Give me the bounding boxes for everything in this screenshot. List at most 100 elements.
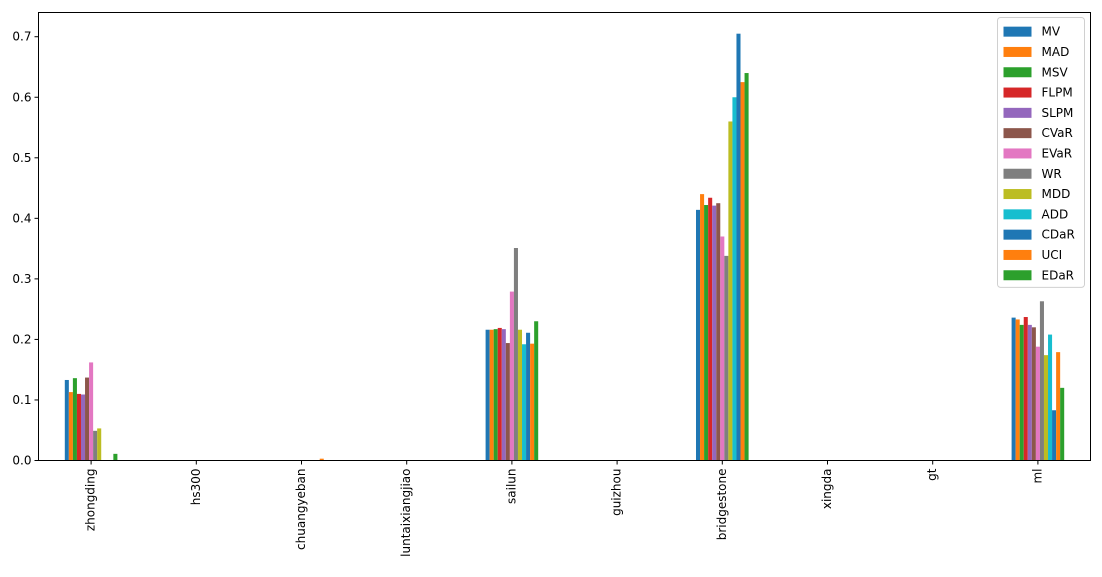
bar-msv-bridgestone (704, 205, 709, 461)
bar-uci-chuangyeban (319, 458, 324, 461)
y-tick-label: 0.1 (12, 393, 31, 407)
legend-label-flpm: FLPM (1042, 86, 1073, 100)
bar-mad-zhongding (68, 392, 73, 461)
x-tick-label-hs300: hs300 (189, 469, 203, 506)
bar-cdar-bridgestone (736, 33, 741, 461)
bar-wr-sailun (513, 248, 518, 461)
bar-mv-zhongding (64, 379, 69, 461)
bar-mv-bridgestone (696, 209, 701, 461)
bar-add-ml (1048, 334, 1053, 461)
legend-swatch-slpm (1003, 107, 1032, 118)
bar-wr-bridgestone (724, 255, 729, 461)
bar-mdd-ml (1043, 355, 1049, 461)
legend-label-add: ADD (1042, 207, 1069, 221)
x-tick-label-zhongding: zhongding (84, 469, 98, 532)
bar-msv-sailun (493, 329, 498, 461)
bar-edar-ml (1060, 387, 1065, 461)
legend-swatch-mdd (1003, 189, 1032, 200)
legend: MV MAD MSV FLPM SLPM CVaR EVaR WR MDD ADD CDaR UCI E… (997, 17, 1085, 288)
y-tick-label: 0.6 (12, 90, 31, 104)
legend-swatch-uci (1003, 249, 1032, 260)
bar-wr-ml (1039, 301, 1044, 461)
x-axis: zhongding hs300 chuangyeban luntaixiangjiao… (84, 460, 1044, 557)
bar-uci-bridgestone (740, 82, 745, 461)
legend-swatch-flpm (1003, 87, 1032, 98)
bar-flpm-zhongding (76, 393, 81, 461)
legend-swatch-edar (1003, 270, 1032, 281)
bar-msv-zhongding (72, 378, 77, 461)
legend-label-edar: EDaR (1042, 268, 1075, 282)
bar-msv-ml (1019, 324, 1024, 461)
bar-uci-ml (1056, 352, 1061, 461)
legend-label-wr: WR (1042, 167, 1062, 181)
x-tick-label-luntaixiangjiao: luntaixiangjiao (399, 469, 413, 557)
bar-uci-sailun (530, 343, 535, 461)
bar-flpm-bridgestone (708, 197, 713, 461)
legend-box (997, 17, 1085, 288)
bar-wr-zhongding (93, 430, 98, 461)
legend-label-cdar: CDaR (1042, 228, 1075, 242)
x-tick-label-guizhou: guizhou (610, 469, 624, 516)
legend-swatch-mv (1003, 26, 1032, 37)
bar-flpm-sailun (497, 327, 502, 461)
bar-slpm-bridgestone (712, 205, 717, 461)
bar-cvar-sailun (505, 343, 510, 461)
legend-swatch-mad (1003, 46, 1032, 57)
bar-mdd-zhongding (97, 428, 102, 461)
legend-swatch-wr (1003, 168, 1032, 179)
y-tick-label: 0.0 (12, 454, 31, 468)
bar-mv-sailun (485, 329, 490, 461)
x-tick-label-gt: gt (925, 468, 939, 481)
legend-label-slpm: SLPM (1042, 106, 1074, 120)
bar-edar-zhongding (113, 453, 118, 461)
legend-swatch-cdar (1003, 229, 1032, 240)
bar-slpm-zhongding (80, 394, 86, 461)
legend-swatch-evar (1003, 148, 1032, 159)
bar-cdar-sailun (526, 332, 531, 461)
legend-label-msv: MSV (1042, 65, 1069, 79)
y-tick-label: 0.5 (12, 151, 31, 165)
bar-cvar-zhongding (85, 377, 90, 461)
y-axis: 0.0 0.1 0.2 0.3 0.4 0.5 0.6 0.7 (12, 30, 39, 468)
bar-cdar-ml (1052, 410, 1057, 461)
bar-mdd-sailun (517, 329, 523, 461)
bar-evar-bridgestone (720, 236, 725, 461)
bar-add-bridgestone (732, 97, 737, 461)
bar-slpm-sailun (501, 329, 506, 461)
legend-swatch-add (1003, 209, 1032, 220)
bar-cvar-ml (1031, 327, 1036, 461)
y-tick-label: 0.7 (12, 30, 31, 44)
bar-mdd-bridgestone (728, 121, 733, 461)
bar-cvar-bridgestone (716, 203, 721, 461)
bar-edar-sailun (534, 321, 539, 461)
legend-label-mdd: MDD (1042, 187, 1071, 201)
y-tick-label: 0.4 (12, 211, 31, 225)
y-tick-label: 0.3 (12, 272, 31, 286)
bar-mad-ml (1015, 319, 1020, 461)
bar-mad-sailun (489, 329, 494, 461)
bar-evar-ml (1035, 346, 1040, 461)
bar-edar-bridgestone (744, 73, 749, 461)
x-tick-label-chuangyeban: chuangyeban (294, 469, 308, 550)
bar-add-sailun (522, 344, 527, 461)
x-tick-label-xingda: xingda (820, 469, 834, 510)
legend-swatch-cvar (1003, 128, 1032, 139)
legend-label-mv: MV (1042, 25, 1061, 39)
legend-label-cvar: CVaR (1042, 126, 1073, 140)
x-tick-label-bridgestone: bridgestone (715, 469, 729, 541)
bar-mv-ml (1011, 317, 1016, 461)
bar-evar-zhongding (89, 362, 94, 461)
y-tick-label: 0.2 (12, 332, 31, 346)
bars-group (64, 33, 1065, 461)
x-tick-label-sailun: sailun (504, 469, 518, 504)
bar-evar-sailun (509, 291, 514, 461)
bar-slpm-ml (1027, 324, 1032, 461)
legend-swatch-msv (1003, 67, 1032, 78)
bar-flpm-ml (1023, 317, 1028, 461)
legend-label-uci: UCI (1042, 248, 1063, 262)
legend-label-evar: EVaR (1042, 146, 1073, 160)
legend-label-mad: MAD (1042, 45, 1070, 59)
x-tick-label-ml: ml (1030, 469, 1044, 484)
bar-mad-bridgestone (700, 194, 705, 461)
